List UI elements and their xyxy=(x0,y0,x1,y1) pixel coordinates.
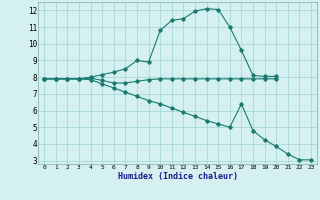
X-axis label: Humidex (Indice chaleur): Humidex (Indice chaleur) xyxy=(118,172,238,181)
